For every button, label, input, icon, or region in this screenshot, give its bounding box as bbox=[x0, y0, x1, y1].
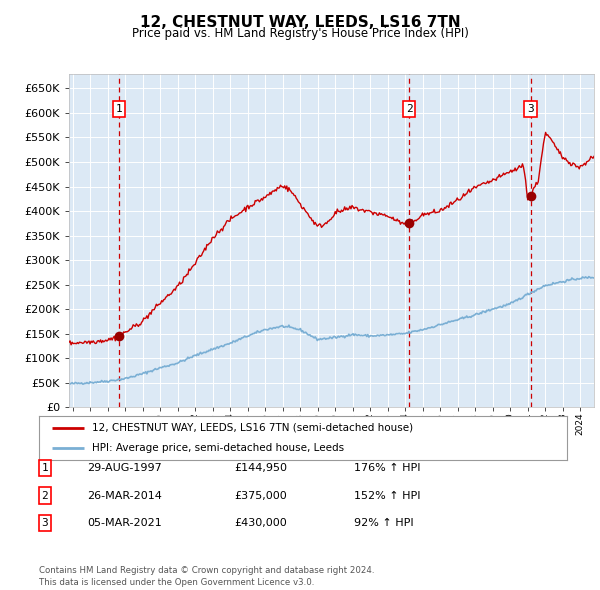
Text: HPI: Average price, semi-detached house, Leeds: HPI: Average price, semi-detached house,… bbox=[92, 443, 344, 453]
Text: 29-AUG-1997: 29-AUG-1997 bbox=[87, 463, 162, 473]
Text: 2: 2 bbox=[406, 104, 412, 114]
Text: 152% ↑ HPI: 152% ↑ HPI bbox=[354, 491, 421, 500]
Text: 2: 2 bbox=[41, 491, 49, 500]
Text: 3: 3 bbox=[41, 519, 49, 528]
Text: £375,000: £375,000 bbox=[234, 491, 287, 500]
Text: 3: 3 bbox=[527, 104, 534, 114]
Text: £144,950: £144,950 bbox=[234, 463, 287, 473]
Text: 26-MAR-2014: 26-MAR-2014 bbox=[87, 491, 162, 500]
Text: 05-MAR-2021: 05-MAR-2021 bbox=[87, 519, 162, 528]
Text: 176% ↑ HPI: 176% ↑ HPI bbox=[354, 463, 421, 473]
Text: Price paid vs. HM Land Registry's House Price Index (HPI): Price paid vs. HM Land Registry's House … bbox=[131, 27, 469, 40]
Text: £430,000: £430,000 bbox=[234, 519, 287, 528]
Text: 1: 1 bbox=[116, 104, 122, 114]
Text: Contains HM Land Registry data © Crown copyright and database right 2024.
This d: Contains HM Land Registry data © Crown c… bbox=[39, 566, 374, 587]
Text: 92% ↑ HPI: 92% ↑ HPI bbox=[354, 519, 413, 528]
Text: 1: 1 bbox=[41, 463, 49, 473]
Text: 12, CHESTNUT WAY, LEEDS, LS16 7TN (semi-detached house): 12, CHESTNUT WAY, LEEDS, LS16 7TN (semi-… bbox=[92, 423, 413, 433]
Text: 12, CHESTNUT WAY, LEEDS, LS16 7TN: 12, CHESTNUT WAY, LEEDS, LS16 7TN bbox=[140, 15, 460, 30]
